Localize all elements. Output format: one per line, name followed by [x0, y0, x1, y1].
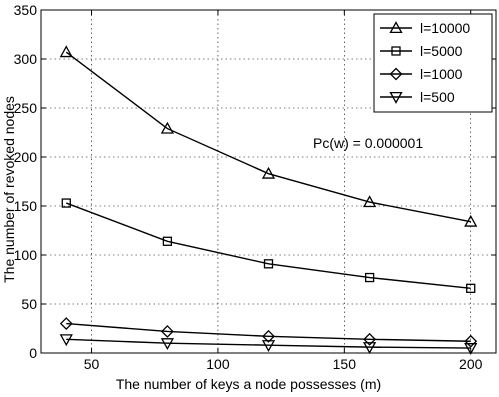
series-line [65, 51, 471, 223]
legend-label: l=500 [420, 89, 455, 105]
x-tick-label: 200 [459, 356, 483, 372]
y-tick-label: 250 [14, 100, 38, 116]
data-point [464, 214, 478, 227]
legend-marker [389, 67, 403, 81]
data-point [363, 195, 377, 208]
legend-entry: l=10000 [380, 20, 470, 36]
x-axis-label: The number of keys a node possesses (m) [116, 376, 381, 392]
data-point [263, 259, 274, 269]
legend-marker [391, 46, 401, 56]
legend-entry: l=5000 [380, 43, 463, 59]
data-point [363, 342, 377, 354]
y-tick-label: 100 [14, 247, 38, 263]
y-tick-label: 0 [29, 345, 37, 361]
data-point [261, 166, 276, 179]
x-tick-label: 100 [206, 356, 230, 372]
y-tick-label: 350 [14, 2, 38, 18]
series-1 [59, 45, 478, 227]
data-point [59, 317, 73, 331]
y-axis-label: The number of revoked nodes [1, 96, 17, 283]
plot-frame [40, 9, 497, 354]
series-line [66, 338, 471, 349]
data-point [464, 334, 478, 348]
data-point [262, 329, 275, 343]
legend-box [373, 13, 493, 113]
legend-label: l=5000 [420, 43, 463, 59]
annotation-text: Pc(w) = 0.000001 [313, 135, 423, 151]
y-tick-label: 50 [21, 296, 37, 312]
data-point [59, 334, 73, 347]
legend-marker [389, 21, 403, 34]
series-layer [59, 45, 478, 355]
y-tick-label: 300 [14, 51, 38, 67]
y-tick-label: 200 [14, 149, 38, 165]
y-tick-label: 150 [14, 198, 38, 214]
legend-entry: l=500 [380, 89, 455, 105]
data-point [160, 338, 174, 351]
data-point [59, 45, 73, 58]
series-line [66, 202, 471, 290]
x-tick-label: 50 [84, 356, 100, 372]
x-tick-label: 150 [333, 356, 357, 372]
data-point [364, 272, 375, 283]
data-point [261, 340, 276, 352]
series-3 [59, 317, 478, 348]
series-4 [59, 334, 478, 355]
legend-entry: l=1000 [380, 66, 463, 82]
data-point [160, 121, 174, 134]
legend: l=10000 l=5000 l=1000 l=500 [373, 13, 493, 113]
data-point [464, 343, 478, 355]
data-point [162, 236, 173, 246]
data-point [160, 325, 174, 338]
legend-marker [389, 91, 403, 104]
legend-label: l=1000 [420, 66, 463, 82]
legend-label: l=10000 [420, 20, 470, 36]
ticks: 50 100 150 200 0 50 100 150 200 250 300 350 [14, 2, 496, 372]
series-line [66, 322, 471, 342]
data-point [466, 283, 476, 293]
data-point [363, 332, 377, 346]
series-2 [61, 198, 476, 293]
data-point [61, 198, 71, 208]
